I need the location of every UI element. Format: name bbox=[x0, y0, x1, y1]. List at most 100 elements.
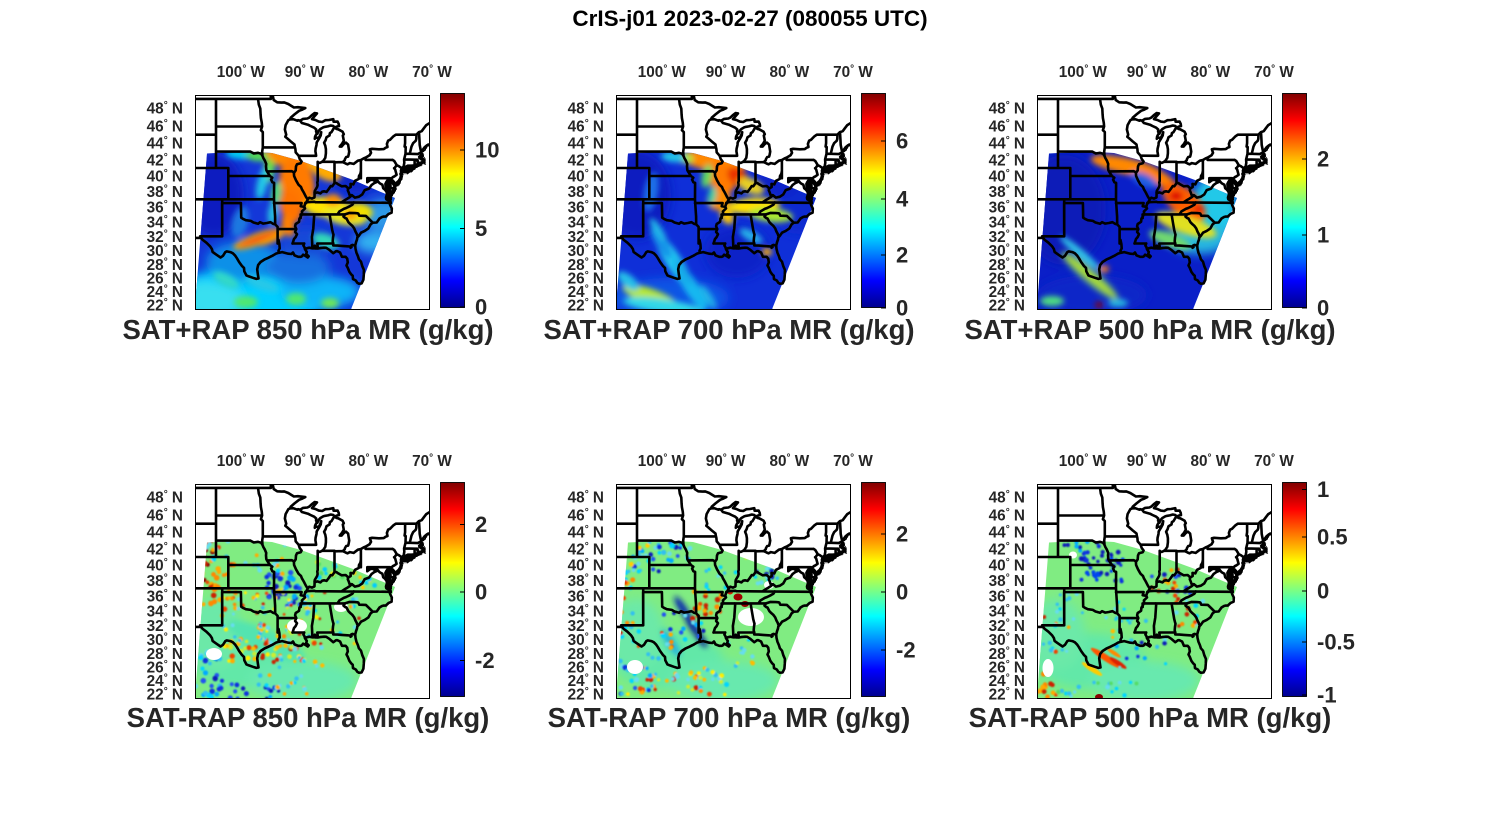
svg-text:32° N: 32° N bbox=[147, 228, 183, 246]
svg-text:100° W: 100° W bbox=[217, 453, 266, 471]
svg-text:80° W: 80° W bbox=[769, 64, 809, 82]
svg-text:SAT-RAP 500 hPa MR (g/kg): SAT-RAP 500 hPa MR (g/kg) bbox=[969, 702, 1332, 733]
svg-text:28° N: 28° N bbox=[989, 256, 1025, 274]
svg-text:100° W: 100° W bbox=[638, 453, 687, 471]
svg-text:SAT-RAP 700 hPa MR (g/kg): SAT-RAP 700 hPa MR (g/kg) bbox=[548, 702, 911, 733]
svg-text:28° N: 28° N bbox=[147, 256, 183, 274]
svg-text:2: 2 bbox=[1317, 147, 1329, 172]
svg-text:42° N: 42° N bbox=[989, 541, 1025, 559]
svg-text:30° N: 30° N bbox=[989, 632, 1025, 650]
svg-text:100° W: 100° W bbox=[1059, 453, 1108, 471]
svg-text:28° N: 28° N bbox=[989, 645, 1025, 663]
svg-text:34° N: 34° N bbox=[568, 603, 604, 621]
svg-text:32° N: 32° N bbox=[147, 617, 183, 635]
svg-text:44° N: 44° N bbox=[989, 135, 1025, 153]
svg-text:40° N: 40° N bbox=[568, 557, 604, 575]
svg-text:48° N: 48° N bbox=[989, 489, 1025, 507]
svg-text:22° N: 22° N bbox=[147, 297, 183, 315]
svg-text:34° N: 34° N bbox=[147, 214, 183, 232]
svg-text:90° W: 90° W bbox=[285, 64, 325, 82]
svg-text:28° N: 28° N bbox=[568, 256, 604, 274]
svg-text:46° N: 46° N bbox=[147, 118, 183, 136]
svg-text:0.5: 0.5 bbox=[1317, 525, 1348, 550]
svg-text:36° N: 36° N bbox=[989, 588, 1025, 606]
svg-text:34° N: 34° N bbox=[989, 214, 1025, 232]
svg-text:42° N: 42° N bbox=[147, 152, 183, 170]
svg-text:44° N: 44° N bbox=[147, 524, 183, 542]
svg-text:90° W: 90° W bbox=[706, 453, 746, 471]
svg-text:48° N: 48° N bbox=[568, 100, 604, 118]
svg-text:6: 6 bbox=[896, 129, 908, 154]
svg-text:46° N: 46° N bbox=[568, 507, 604, 525]
svg-text:80° W: 80° W bbox=[769, 453, 809, 471]
svg-text:48° N: 48° N bbox=[147, 100, 183, 118]
svg-text:70° W: 70° W bbox=[1254, 64, 1294, 82]
svg-text:22° N: 22° N bbox=[568, 297, 604, 315]
svg-text:90° W: 90° W bbox=[1127, 64, 1167, 82]
svg-text:0: 0 bbox=[896, 580, 908, 605]
svg-text:-1: -1 bbox=[1317, 683, 1337, 708]
svg-text:0: 0 bbox=[896, 296, 908, 321]
svg-text:CrIS-j01 2023-02-27 (080055 UT: CrIS-j01 2023-02-27 (080055 UTC) bbox=[572, 6, 927, 31]
svg-text:100° W: 100° W bbox=[1059, 64, 1108, 82]
svg-text:SAT+RAP 850 hPa MR (g/kg): SAT+RAP 850 hPa MR (g/kg) bbox=[122, 314, 493, 345]
svg-text:26° N: 26° N bbox=[147, 659, 183, 677]
svg-text:70° W: 70° W bbox=[833, 453, 873, 471]
svg-text:0: 0 bbox=[1317, 296, 1329, 321]
svg-text:26° N: 26° N bbox=[989, 270, 1025, 288]
svg-text:2: 2 bbox=[896, 243, 908, 268]
svg-text:80° W: 80° W bbox=[1190, 453, 1230, 471]
svg-text:0: 0 bbox=[475, 580, 487, 605]
svg-text:36° N: 36° N bbox=[147, 588, 183, 606]
svg-text:38° N: 38° N bbox=[989, 573, 1025, 591]
svg-text:24° N: 24° N bbox=[568, 284, 604, 302]
svg-text:22° N: 22° N bbox=[147, 686, 183, 704]
svg-text:2: 2 bbox=[475, 512, 487, 537]
svg-text:100° W: 100° W bbox=[217, 64, 266, 82]
svg-text:42° N: 42° N bbox=[568, 541, 604, 559]
svg-text:90° W: 90° W bbox=[285, 453, 325, 471]
svg-text:80° W: 80° W bbox=[1190, 64, 1230, 82]
svg-text:26° N: 26° N bbox=[568, 659, 604, 677]
svg-text:32° N: 32° N bbox=[989, 617, 1025, 635]
svg-text:32° N: 32° N bbox=[568, 228, 604, 246]
svg-text:32° N: 32° N bbox=[989, 228, 1025, 246]
svg-text:22° N: 22° N bbox=[989, 686, 1025, 704]
svg-text:0: 0 bbox=[1317, 579, 1329, 604]
svg-text:90° W: 90° W bbox=[706, 64, 746, 82]
svg-text:28° N: 28° N bbox=[568, 645, 604, 663]
svg-text:22° N: 22° N bbox=[568, 686, 604, 704]
svg-text:1: 1 bbox=[1317, 477, 1329, 502]
svg-text:SAT+RAP 700 hPa MR (g/kg): SAT+RAP 700 hPa MR (g/kg) bbox=[543, 314, 914, 345]
svg-text:SAT+RAP 500 hPa MR (g/kg): SAT+RAP 500 hPa MR (g/kg) bbox=[964, 314, 1335, 345]
svg-text:90° W: 90° W bbox=[1127, 453, 1167, 471]
svg-text:0: 0 bbox=[475, 295, 487, 320]
svg-text:36° N: 36° N bbox=[568, 588, 604, 606]
svg-text:2: 2 bbox=[896, 522, 908, 547]
svg-text:34° N: 34° N bbox=[147, 603, 183, 621]
svg-text:24° N: 24° N bbox=[989, 284, 1025, 302]
svg-text:32° N: 32° N bbox=[568, 617, 604, 635]
svg-text:40° N: 40° N bbox=[147, 168, 183, 186]
svg-text:42° N: 42° N bbox=[989, 152, 1025, 170]
svg-text:40° N: 40° N bbox=[568, 168, 604, 186]
svg-text:24° N: 24° N bbox=[568, 673, 604, 691]
svg-text:44° N: 44° N bbox=[989, 524, 1025, 542]
svg-text:-2: -2 bbox=[475, 648, 495, 673]
svg-text:30° N: 30° N bbox=[147, 632, 183, 650]
svg-text:30° N: 30° N bbox=[989, 243, 1025, 261]
svg-text:38° N: 38° N bbox=[147, 573, 183, 591]
svg-text:48° N: 48° N bbox=[568, 489, 604, 507]
svg-text:24° N: 24° N bbox=[147, 673, 183, 691]
svg-text:26° N: 26° N bbox=[568, 270, 604, 288]
svg-text:30° N: 30° N bbox=[147, 243, 183, 261]
svg-text:36° N: 36° N bbox=[989, 199, 1025, 217]
svg-text:70° W: 70° W bbox=[412, 453, 452, 471]
svg-text:48° N: 48° N bbox=[147, 489, 183, 507]
svg-text:44° N: 44° N bbox=[147, 135, 183, 153]
svg-text:44° N: 44° N bbox=[568, 524, 604, 542]
svg-text:70° W: 70° W bbox=[1254, 453, 1294, 471]
svg-text:48° N: 48° N bbox=[989, 100, 1025, 118]
svg-text:46° N: 46° N bbox=[147, 507, 183, 525]
svg-text:22° N: 22° N bbox=[989, 297, 1025, 315]
